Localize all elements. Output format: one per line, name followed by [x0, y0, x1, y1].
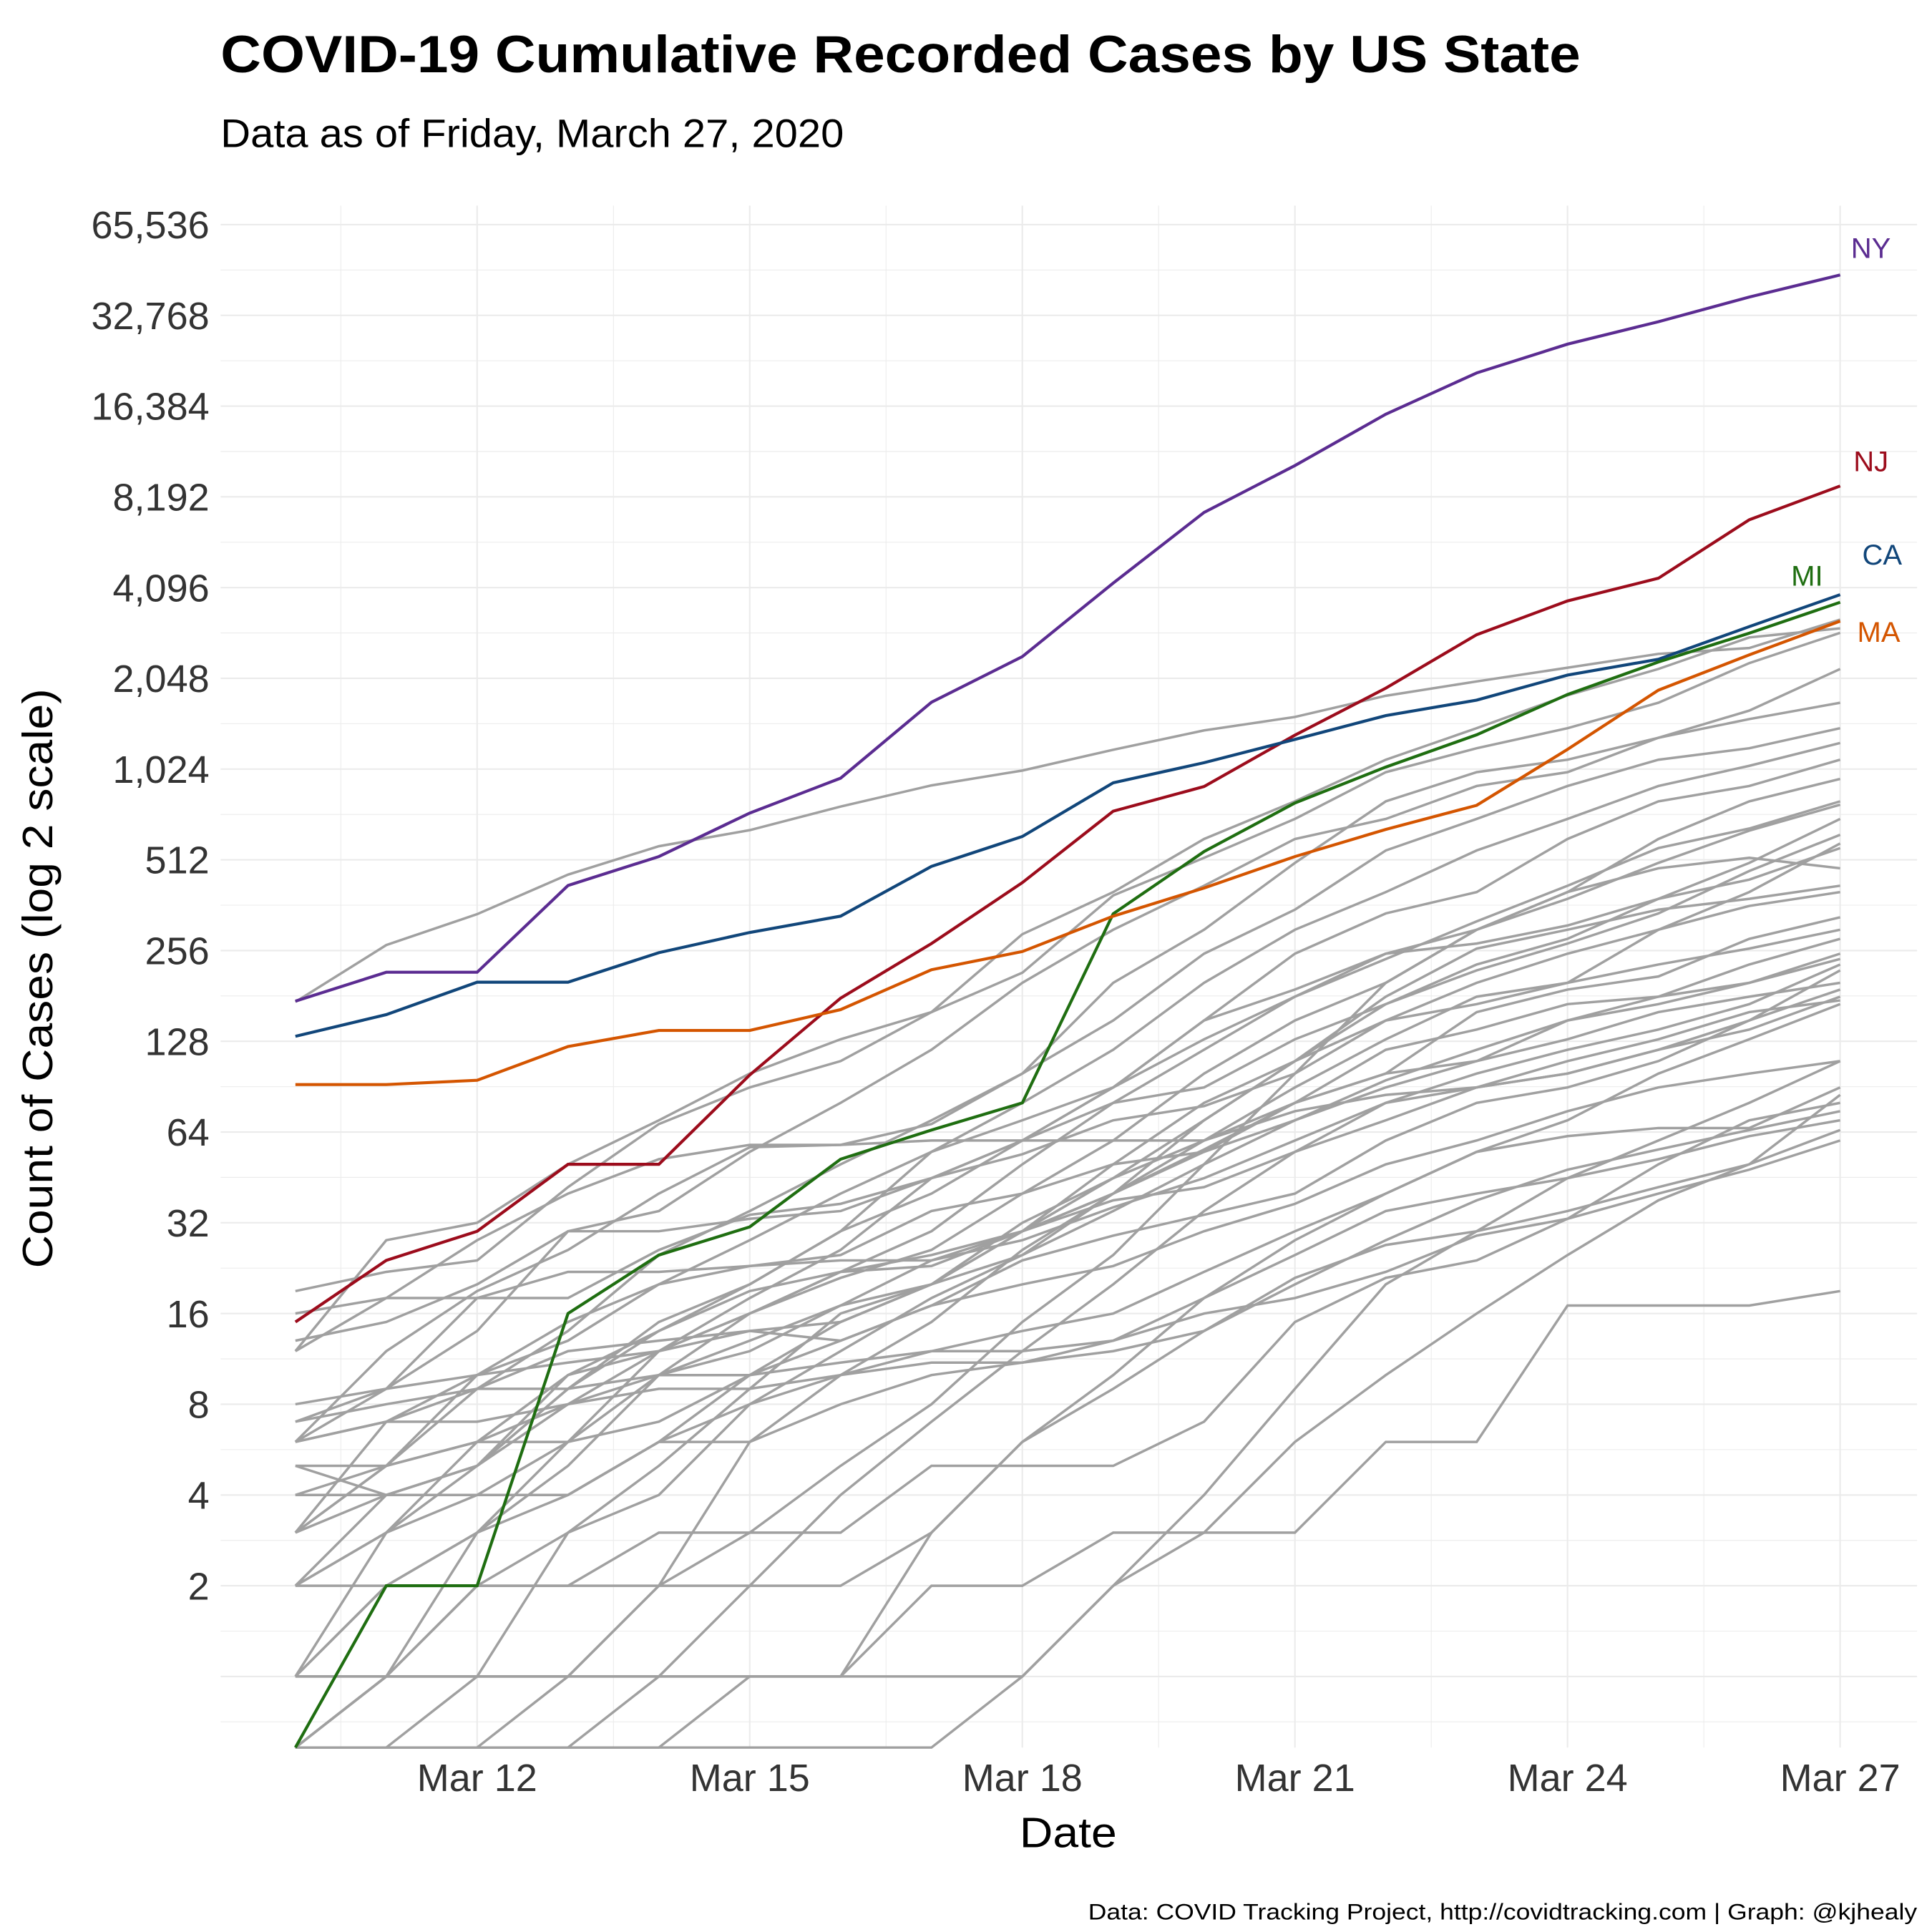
y-tick-label: 64	[167, 1111, 210, 1154]
series-line-other-state	[295, 833, 1841, 1497]
y-tick-label: 128	[145, 1020, 210, 1063]
y-tick-label: 8	[188, 1384, 210, 1427]
series-line-other-state	[294, 1101, 1840, 1749]
caption: Data: COVID Tracking Project, http://cov…	[1088, 1900, 1918, 1925]
grid	[220, 205, 1918, 1748]
series-line-other-state	[295, 1002, 1841, 1587]
series-line-other-state	[295, 890, 1840, 1749]
series-line-ny	[295, 273, 1841, 1003]
y-tick-label: 1,024	[113, 748, 210, 791]
series-line-other-state	[294, 631, 1841, 1352]
series-line-other-state	[295, 758, 1841, 1423]
series-line-other-state	[295, 995, 1841, 1315]
series-line-other-state	[294, 618, 1841, 1003]
y-tick-label: 4	[188, 1474, 210, 1517]
series-line-other-state	[294, 847, 1841, 1587]
series-line-other-state	[295, 817, 1841, 1342]
series-label-ma: MA	[1857, 617, 1900, 648]
series-line-ma	[295, 620, 1841, 1086]
x-tick-label: Mar 27	[1780, 1757, 1901, 1800]
series-line-other-state	[295, 1128, 1841, 1443]
series-label-mi: MI	[1791, 561, 1823, 592]
series-line-other-state	[294, 668, 1841, 1443]
series-line-other-state	[294, 1060, 1840, 1534]
chart-title: COVID-19 Cumulative Recorded Cases by US…	[220, 25, 1580, 84]
series-label-nj: NJ	[1853, 446, 1888, 477]
y-tick-label: 8,192	[113, 476, 210, 519]
x-tick-label: Mar 18	[962, 1757, 1083, 1800]
highlighted-states-lines: NY NJ CA MI MA	[294, 233, 1902, 1749]
series-line-other-state	[294, 957, 1841, 1678]
series-line-other-state	[295, 1139, 1841, 1423]
series-line-other-state	[294, 969, 1841, 1533]
series-line-other-state	[295, 701, 1840, 1406]
series-line-other-state	[295, 627, 1840, 1293]
x-axis-ticks: Mar 12 Mar 15 Mar 18 Mar 21 Mar 24 Mar 27	[417, 1757, 1901, 1800]
y-axis-label: Count of Cases (log 2 scale)	[14, 688, 62, 1268]
series-label-ny: NY	[1851, 233, 1891, 265]
series-line-other-state	[294, 916, 1841, 1678]
x-tick-label: Mar 21	[1235, 1757, 1355, 1800]
x-axis-label: Date	[1020, 1809, 1117, 1857]
y-tick-label: 4,096	[113, 567, 210, 610]
y-tick-label: 512	[145, 839, 210, 882]
series-line-other-state	[295, 777, 1841, 1468]
series-line-other-state	[295, 1289, 1840, 1749]
series-line-other-state	[294, 1086, 1841, 1587]
y-tick-label: 256	[145, 930, 210, 973]
series-line-other-state	[294, 1110, 1840, 1749]
x-tick-label: Mar 15	[690, 1757, 810, 1800]
series-line-other-state	[295, 999, 1840, 1497]
y-tick-label: 16	[167, 1293, 210, 1336]
series-line-nj	[294, 484, 1841, 1324]
y-tick-label: 32,768	[91, 295, 209, 338]
series-line-other-state	[295, 981, 1840, 1496]
x-tick-label: Mar 24	[1508, 1757, 1628, 1800]
series-line-mi	[294, 600, 1841, 1749]
y-tick-label: 32	[167, 1202, 210, 1245]
series-line-other-state	[294, 726, 1840, 1534]
x-tick-label: Mar 12	[417, 1757, 537, 1800]
series-line-other-state	[294, 800, 1841, 1677]
y-tick-label: 2,048	[113, 658, 210, 701]
series-line-other-state	[294, 928, 1840, 1443]
other-states-lines	[294, 618, 1841, 1749]
y-tick-label: 2	[188, 1565, 210, 1608]
y-tick-label: 65,536	[91, 204, 209, 247]
series-label-ca: CA	[1862, 540, 1902, 571]
series-line-ca	[295, 593, 1841, 1038]
y-tick-label: 16,384	[91, 386, 209, 429]
chart-subtitle: Data as of Friday, March 27, 2020	[220, 112, 844, 156]
y-axis-ticks: 2 4 8 16 32 64 128 256 512 1,024 2,048 4,096 8,192 16…	[91, 204, 209, 1608]
series-line-other-state	[294, 988, 1841, 1352]
